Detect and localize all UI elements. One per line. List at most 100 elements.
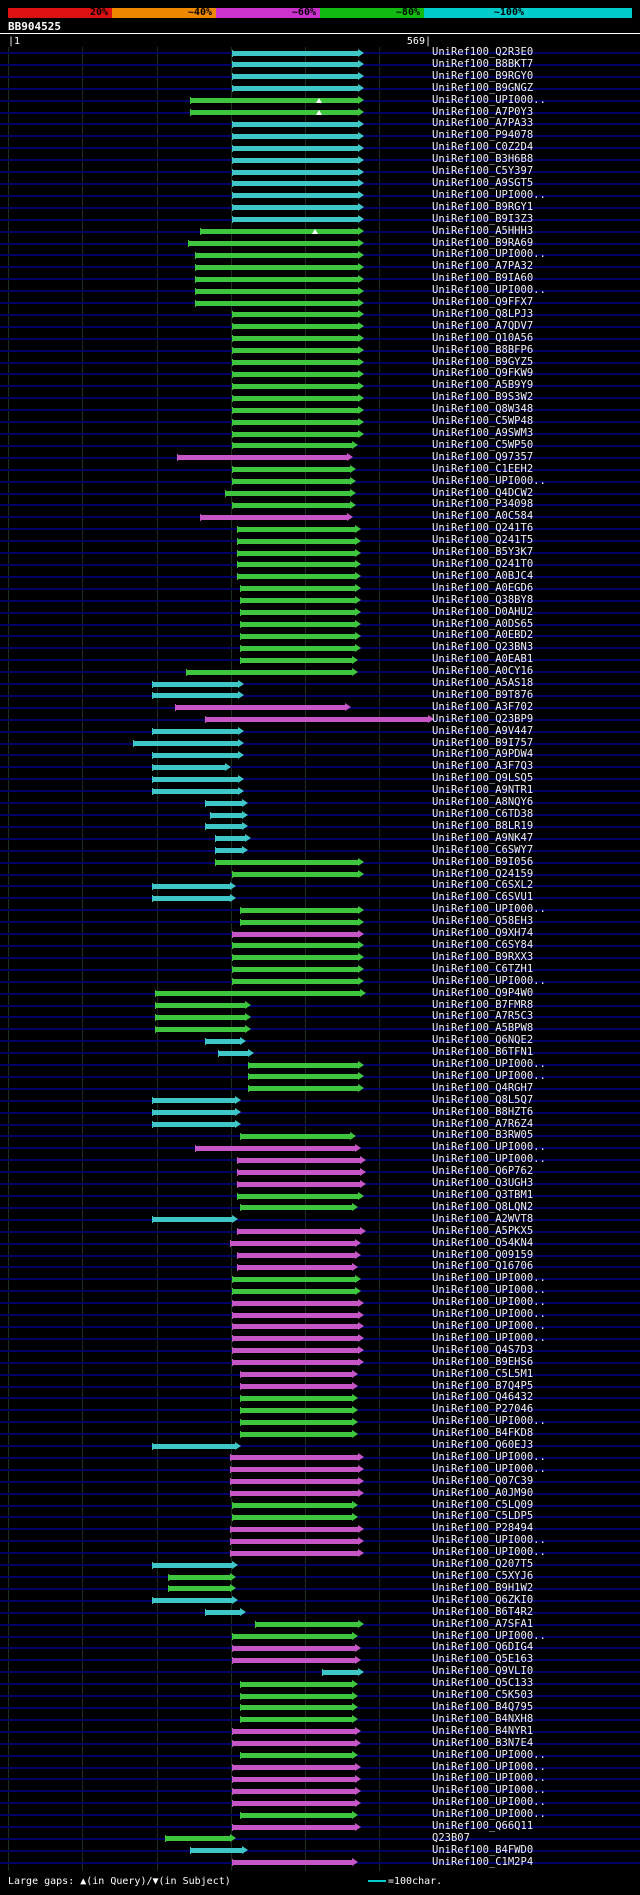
hit-label[interactable]: UniRef100_A9SWM3 [432,427,534,439]
hit-label[interactable]: UniRef100_Q3UGH3 [432,1177,534,1190]
hit-bar[interactable] [230,1455,358,1461]
hit-label[interactable]: UniRef100_A7QDV7 [432,319,534,332]
hit-label[interactable]: UniRef100_UPI000.. [432,1629,546,1642]
hit-bar[interactable] [214,836,245,842]
hit-bar[interactable] [152,693,238,699]
hit-label[interactable]: UniRef100_B8BKT7 [432,57,534,70]
hit-label[interactable]: UniRef100_UPI000.. [432,1308,546,1321]
hit-bar[interactable] [199,229,358,235]
hit-label[interactable]: UniRef100_UPI000.. [432,1546,546,1559]
hit-label[interactable]: UniRef100_UPI000.. [432,1462,546,1475]
hit-bar[interactable] [155,991,361,997]
hit-label[interactable]: UniRef100_P27046 [432,1403,534,1416]
hit-label[interactable]: UniRef100_Q38BY8 [432,593,534,606]
hit-bar[interactable] [231,419,358,425]
hit-label[interactable]: UniRef100_Q9XH74 [432,927,534,940]
hit-label[interactable]: UniRef100_A5AS18 [432,677,534,690]
hit-bar[interactable] [155,1026,245,1032]
hit-bar[interactable] [231,967,358,973]
hit-bar[interactable] [239,907,358,913]
hit-bar[interactable] [230,1550,358,1556]
hit-bar[interactable] [190,98,358,104]
hit-bar[interactable] [231,74,358,80]
hit-bar[interactable] [214,860,358,866]
hit-label[interactable]: UniRef100_B9GYZ5 [432,355,534,368]
hit-bar[interactable] [195,288,358,294]
hit-bar[interactable] [239,1372,352,1378]
hit-label[interactable]: UniRef100_B4NYR1 [432,1724,534,1737]
hit-bar[interactable] [195,1145,355,1151]
hit-label[interactable]: UniRef100_P94078 [432,129,534,142]
hit-label[interactable]: UniRef100_UPI000.. [432,974,546,987]
hit-label[interactable]: UniRef100_Q10A56 [432,331,534,344]
hit-bar[interactable] [236,1229,361,1235]
hit-label[interactable]: UniRef100_Q241T6 [432,522,534,535]
hit-bar[interactable] [167,1586,231,1592]
hit-label[interactable]: UniRef100_B6TFN1 [432,1046,534,1059]
hit-label[interactable]: UniRef100_Q4DCW2 [432,486,534,499]
hit-bar[interactable] [231,1276,355,1282]
hit-bar[interactable] [164,1836,231,1842]
hit-label[interactable]: UniRef100_UPI000.. [432,93,546,106]
hit-bar[interactable] [231,324,358,330]
hit-label[interactable]: UniRef100_P34098 [432,498,534,511]
hit-bar[interactable] [152,1110,235,1116]
hit-bar[interactable] [152,1443,235,1449]
hit-bar[interactable] [236,1181,361,1187]
hit-bar[interactable] [236,1264,352,1270]
hit-label[interactable]: UniRef100_UPI000.. [432,1272,546,1285]
hit-bar[interactable] [236,1157,361,1163]
hit-label[interactable]: UniRef100_B8LR19 [432,819,534,832]
hit-label[interactable]: UniRef100_B9T876 [432,688,534,701]
hit-bar[interactable] [239,1395,352,1401]
hit-bar[interactable] [239,633,355,639]
hit-bar[interactable] [239,1419,352,1425]
hit-bar[interactable] [231,1765,355,1770]
hit-label[interactable]: UniRef100_B7FMR8 [432,998,534,1011]
hit-label[interactable]: UniRef100_Q4RGH7 [432,1081,534,1094]
hit-bar[interactable] [231,181,358,187]
hit-bar[interactable] [231,133,358,139]
hit-bar[interactable] [239,657,352,663]
hit-label[interactable]: Q23B07 [432,1831,470,1844]
hit-bar[interactable] [231,395,358,401]
hit-label[interactable]: UniRef100_Q9FFX7 [432,296,534,309]
hit-label[interactable]: UniRef100_B9RGY1 [432,200,534,213]
hit-bar[interactable] [152,681,238,687]
hit-label[interactable]: UniRef100_C5WP50 [432,438,534,451]
hit-label[interactable]: UniRef100_Q8LPJ3 [432,307,534,320]
hit-label[interactable]: UniRef100_Q9P4W0 [432,986,534,999]
hit-bar[interactable] [239,1812,352,1818]
hit-label[interactable]: UniRef100_UPI000.. [432,1141,546,1154]
hit-label[interactable]: UniRef100_P28494 [432,1522,534,1535]
hit-bar[interactable] [231,1324,358,1330]
hit-bar[interactable] [247,1074,358,1080]
hit-bar[interactable] [152,883,231,889]
hit-label[interactable]: UniRef100_B9RA69 [432,236,534,249]
hit-label[interactable]: UniRef100_B9I757 [432,736,534,749]
hit-bar[interactable] [231,1776,355,1782]
hit-label[interactable]: UniRef100_A0EGD6 [432,581,534,594]
hit-label[interactable]: UniRef100_C5L5M1 [432,1367,534,1380]
hit-label[interactable]: UniRef100_A7PA33 [432,117,534,130]
hit-label[interactable]: UniRef100_C1EEH2 [432,462,534,475]
hit-label[interactable]: UniRef100_Q9FKW9 [432,367,534,380]
hit-label[interactable]: UniRef100_A3F7Q3 [432,760,534,773]
hit-label[interactable]: UniRef100_C6SVU1 [432,891,534,904]
hit-bar[interactable] [152,729,238,735]
hit-label[interactable]: UniRef100_B9H1W2 [432,1581,534,1594]
hit-label[interactable]: UniRef100_A9SGT5 [432,176,534,189]
hit-bar[interactable] [190,1848,243,1854]
hit-bar[interactable] [231,1788,355,1794]
hit-bar[interactable] [231,157,358,163]
hit-bar[interactable] [231,431,358,437]
hit-bar[interactable] [231,371,358,377]
hit-bar[interactable] [231,1824,355,1830]
hit-label[interactable]: UniRef100_B3H6B8 [432,153,534,166]
hit-bar[interactable] [239,1681,352,1687]
hit-bar[interactable] [231,467,350,473]
hit-bar[interactable] [231,479,350,485]
hit-bar[interactable] [152,1098,235,1104]
hit-label[interactable]: UniRef100_A5BPW8 [432,1022,534,1035]
hit-label[interactable]: UniRef100_Q54KN4 [432,1236,534,1249]
